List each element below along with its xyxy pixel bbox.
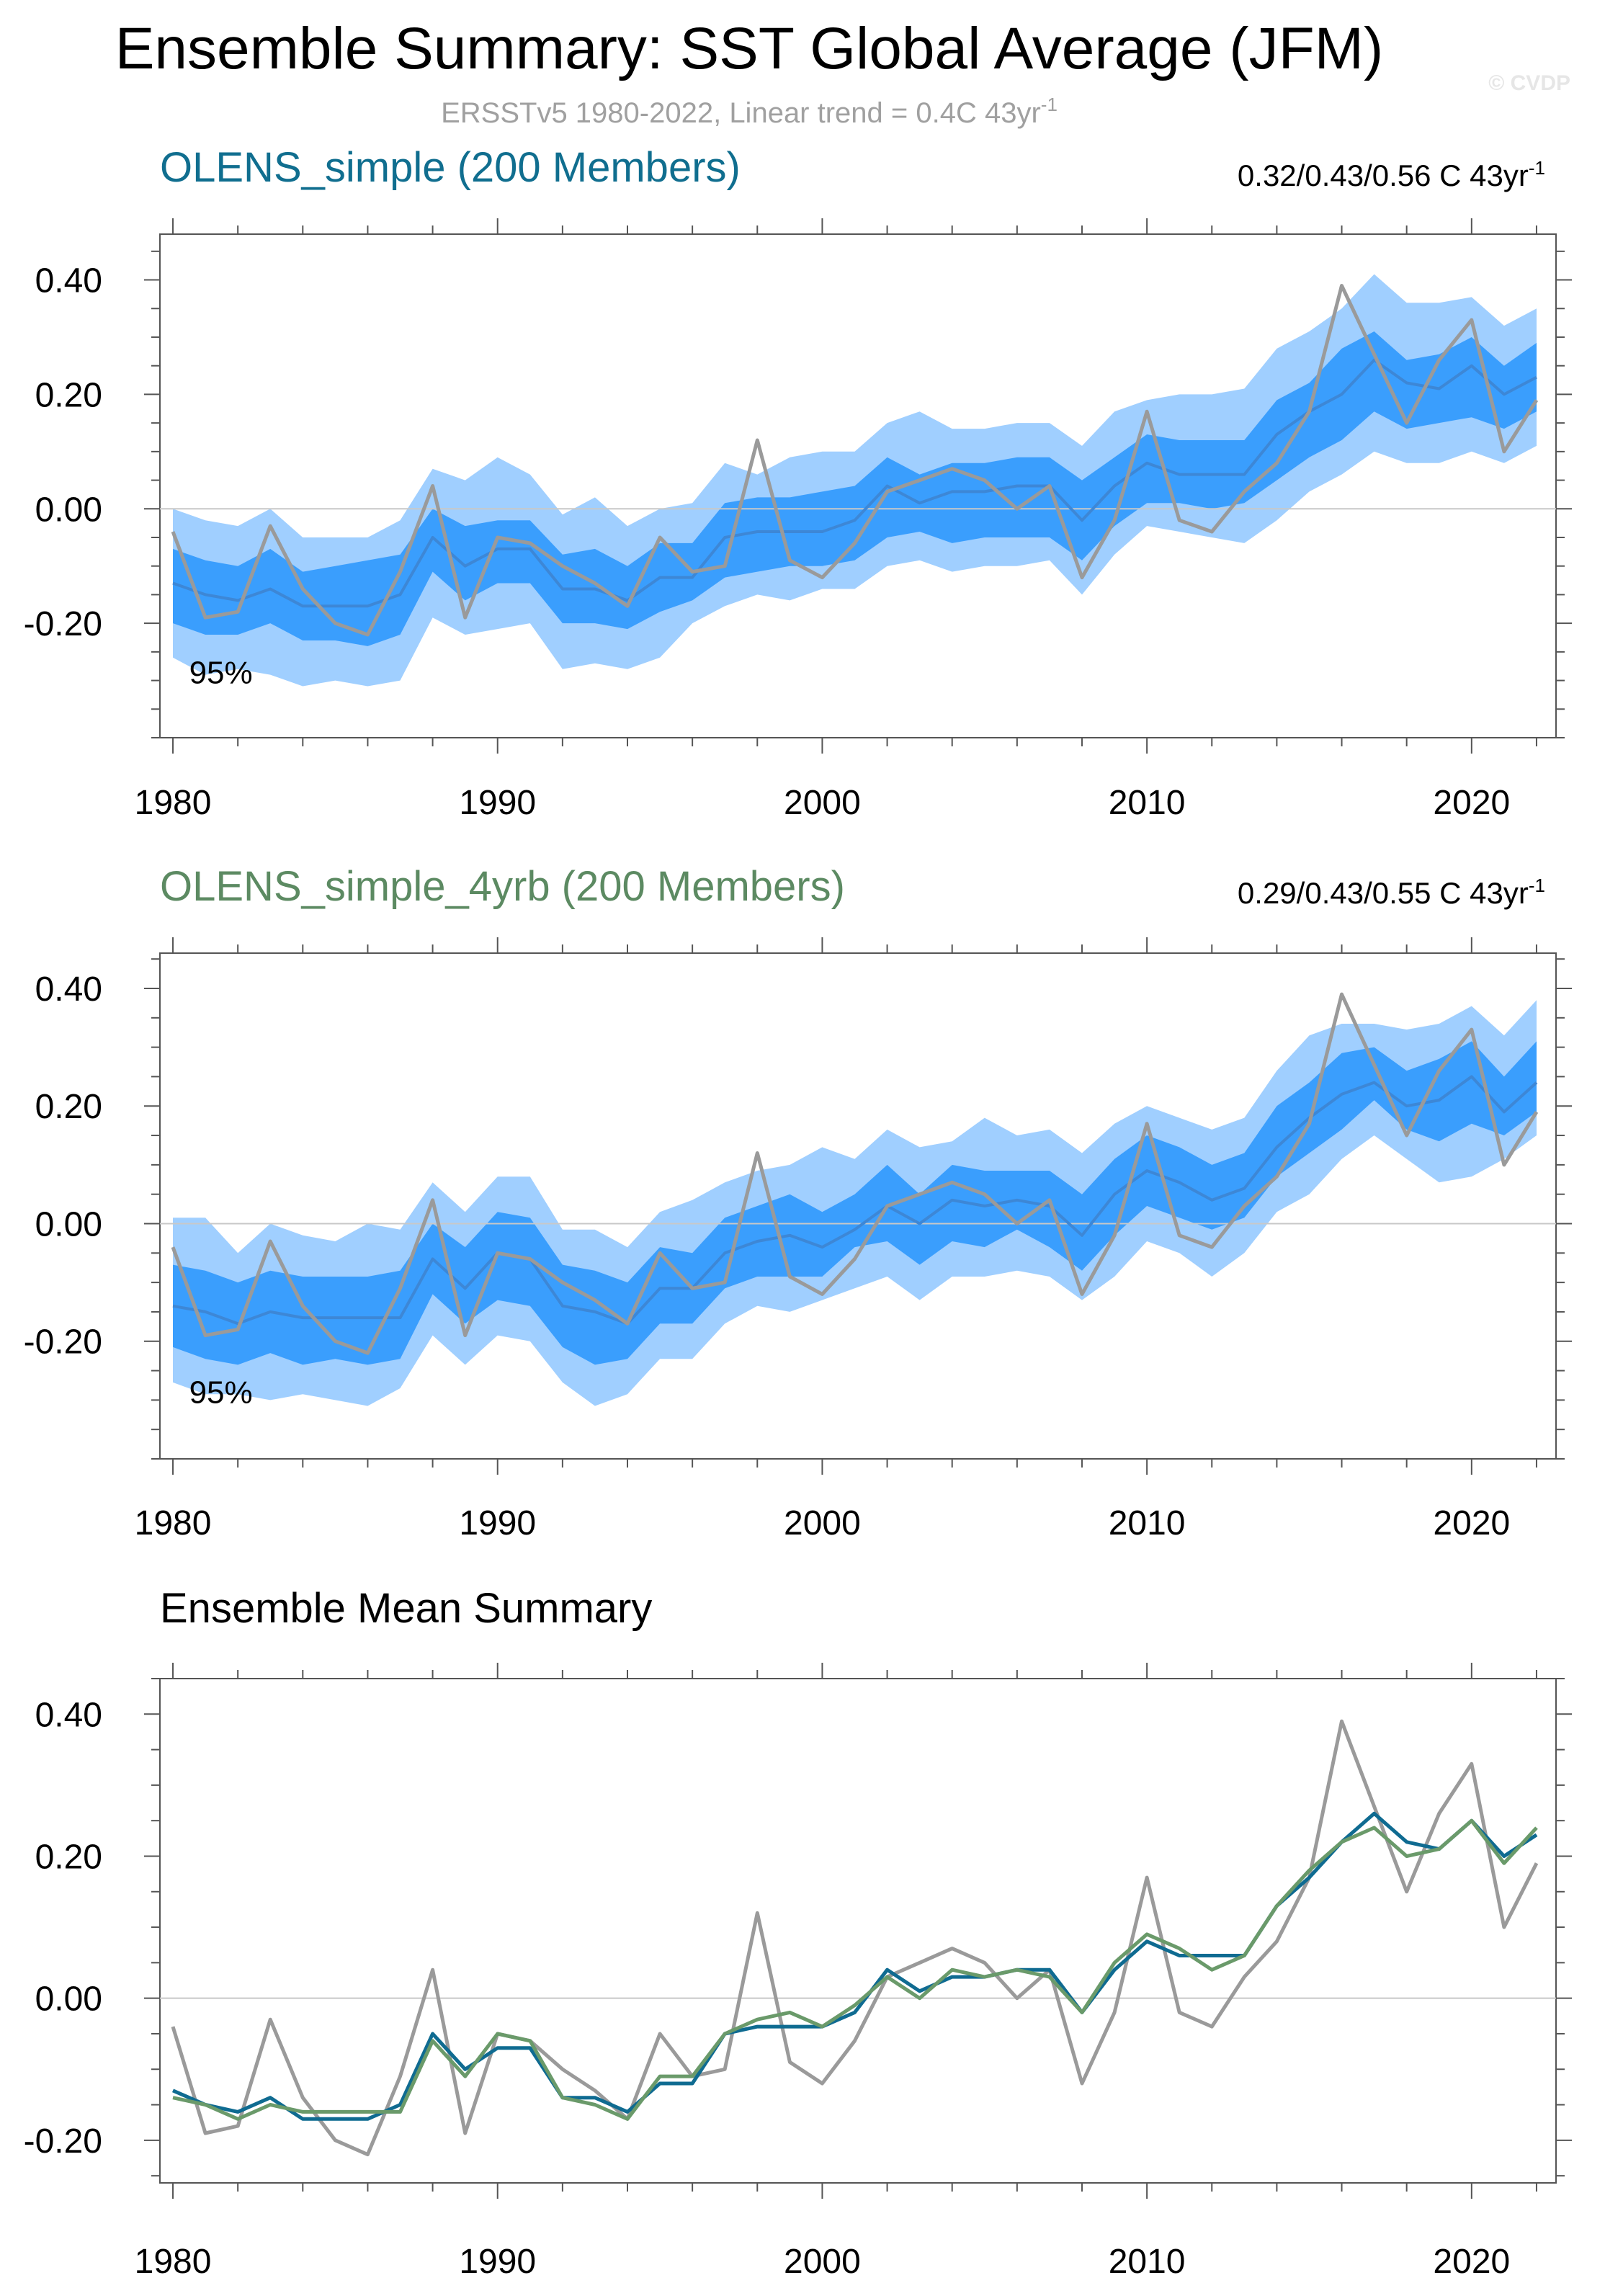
- panel2-band-iqr: [173, 1041, 1537, 1365]
- panel3-ytick-label: 0.00: [35, 1980, 102, 2019]
- panel1-observed-line: [171, 284, 1539, 637]
- panel2-xtick-label: 2010: [1109, 1504, 1186, 1542]
- panel3-frame: [159, 1678, 1557, 2184]
- panel2-xtick-label: 1980: [135, 1504, 212, 1542]
- panel3-series-olens-simple: [171, 1811, 1538, 2121]
- panel1-xtick-label: 1980: [135, 784, 212, 822]
- subtitle-main: ERSSTv5 1980-2022, Linear trend = 0.4C 4…: [441, 97, 1041, 129]
- panel3-xtick-label: 2020: [1433, 2243, 1510, 2281]
- panel2-trend: 0.29/0.43/0.55 C 43yr-1: [1238, 875, 1545, 910]
- subtitle-superscript: -1: [1041, 94, 1058, 115]
- panel2-ytick-label: 0.20: [35, 1088, 102, 1126]
- panel1-xtick-label: 2000: [784, 784, 861, 822]
- watermark: © CVDP: [1488, 71, 1570, 95]
- panel3-xtick-label: 2000: [784, 2243, 861, 2281]
- panel1-xtick-label: 2020: [1433, 784, 1510, 822]
- panel1-band-label: 95%: [189, 656, 253, 691]
- panel3-xtick-label: 1990: [459, 2243, 536, 2281]
- figure-title: Ensemble Summary: SST Global Average (JF…: [115, 16, 1384, 81]
- panel2-title: OLENS_simple_4yrb (200 Members): [160, 863, 845, 910]
- panel1-title: OLENS_simple (200 Members): [160, 144, 741, 191]
- panel1-ytick-label: 0.00: [35, 491, 102, 529]
- panel3-ytick-label: -0.20: [24, 2122, 102, 2161]
- panel2-trend-main: 0.29/0.43/0.55 C 43yr: [1238, 876, 1529, 910]
- panel1-ytick-label: -0.20: [24, 605, 102, 643]
- panel2-xtick-label: 2020: [1433, 1504, 1510, 1542]
- panel3-ytick-label: 0.20: [35, 1838, 102, 1876]
- panel1-trend-superscript: -1: [1529, 157, 1545, 179]
- panel1-xtick-label: 2010: [1109, 784, 1186, 822]
- panel2-band-label: 95%: [189, 1375, 253, 1410]
- panel2-ytick-label: 0.00: [35, 1205, 102, 1243]
- panel3-plot: 1980 1990 2000 2010 2020 0.40 0.20 0.00 -0.20: [24, 1663, 1572, 2281]
- panel2-observed-line: [171, 992, 1539, 1355]
- panel2-ytick-label: 0.40: [35, 970, 102, 1009]
- panel3-title: Ensemble Mean Summary: [160, 1585, 652, 1632]
- panel2-plot: 1980 1990 2000 2010 2020 0.40 0.20 0.00 -0.20 95%: [24, 937, 1572, 1542]
- panel1-trend-main: 0.32/0.43/0.56 C 43yr: [1238, 158, 1529, 192]
- panel3-series-olens-simple-4yrb: [172, 1818, 1538, 2121]
- panel3-xtick-label: 2010: [1109, 2243, 1186, 2281]
- panel1-ytick-label: 0.20: [35, 376, 102, 414]
- panel1-plot: 1980 1990 2000 2010 2020 0.40 0.20 0.00 -0.20 95%: [24, 218, 1572, 822]
- panel2-trend-superscript: -1: [1529, 875, 1545, 896]
- panel1-band-iqr: [173, 331, 1537, 646]
- panel2-ytick-label: -0.20: [24, 1323, 102, 1362]
- panel2-xtick-label: 2000: [784, 1504, 861, 1542]
- panel3-xtick-label: 1980: [135, 2243, 212, 2281]
- panel1-ytick-label: 0.40: [35, 262, 102, 300]
- panel1-trend: 0.32/0.43/0.56 C 43yr-1: [1238, 157, 1545, 192]
- panel2-xtick-label: 1990: [459, 1504, 536, 1542]
- figure-subtitle: ERSSTv5 1980-2022, Linear trend = 0.4C 4…: [441, 94, 1058, 129]
- panel3-ytick-label: 0.40: [35, 1696, 102, 1734]
- panel1-xtick-label: 1990: [459, 784, 536, 822]
- panel1-band-95: [173, 274, 1537, 687]
